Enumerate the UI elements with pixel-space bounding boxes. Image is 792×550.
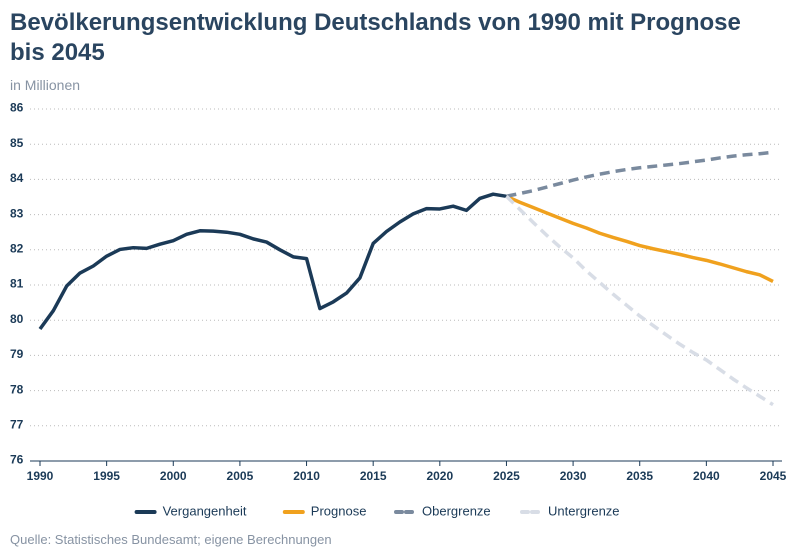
y-tick-label: 82 <box>10 241 24 255</box>
y-tick-label: 84 <box>10 171 24 185</box>
chart-title: Bevölkerungsentwicklung Deutschlands von… <box>10 9 741 66</box>
x-tick-label: 2020 <box>426 469 453 483</box>
legend-label: Obergrenze <box>422 503 491 518</box>
y-tick-label: 79 <box>10 347 24 361</box>
x-tick-label: 1995 <box>93 469 120 483</box>
line-series <box>506 150 774 199</box>
x-tick-label: 2030 <box>560 469 587 483</box>
x-tick-label: 2010 <box>293 469 320 483</box>
y-tick-label: 83 <box>10 206 24 220</box>
line-series <box>505 194 774 284</box>
y-tick-label: 81 <box>10 277 24 291</box>
x-tick-label: 2035 <box>626 469 653 483</box>
y-tick-label: 85 <box>10 136 24 150</box>
y-tick-label: 77 <box>10 417 24 431</box>
x-tick-label: 2000 <box>160 469 187 483</box>
x-tick-label: 2025 <box>493 469 520 483</box>
y-tick-label: 76 <box>10 453 24 467</box>
x-tick-label: 2015 <box>360 469 387 483</box>
x-tick-label: 1990 <box>27 469 54 483</box>
legend-label: Untergrenze <box>548 503 620 518</box>
line-series <box>505 195 774 407</box>
x-tick-label: 2045 <box>760 469 787 483</box>
chart: 76 77 78 79 80 81 82 83 84 85 86 1990 1995 2000 2005 20… <box>10 101 787 519</box>
y-tick-label: 86 <box>10 101 24 115</box>
legend-label: Prognose <box>311 503 367 518</box>
x-tick-label: 2040 <box>693 469 720 483</box>
y-tick-label: 78 <box>10 382 24 396</box>
x-tick-label: 2005 <box>227 469 254 483</box>
source: Quelle: Statistisches Bundesamt; eigene … <box>10 532 332 547</box>
chart-subtitle: in Millionen <box>10 77 81 93</box>
line-series <box>38 192 507 331</box>
y-tick-label: 80 <box>10 312 24 326</box>
legend-label: Vergangenheit <box>163 503 247 518</box>
